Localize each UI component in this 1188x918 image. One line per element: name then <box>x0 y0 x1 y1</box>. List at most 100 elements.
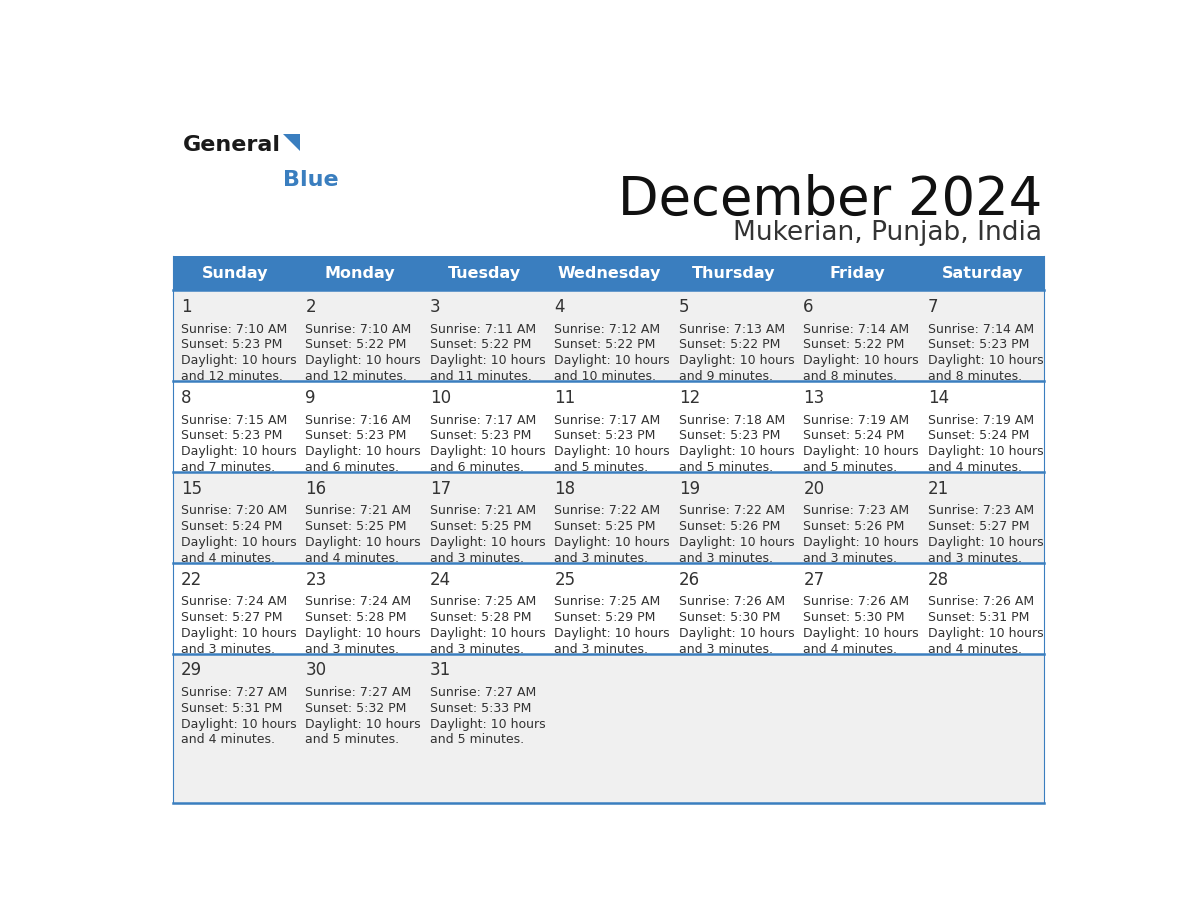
Text: and 3 minutes.: and 3 minutes. <box>555 643 649 655</box>
Text: General: General <box>183 135 282 155</box>
Text: Daylight: 10 hours: Daylight: 10 hours <box>181 718 297 731</box>
Text: and 3 minutes.: and 3 minutes. <box>678 643 773 655</box>
Text: Daylight: 10 hours: Daylight: 10 hours <box>305 445 421 458</box>
Text: Sunrise: 7:26 AM: Sunrise: 7:26 AM <box>678 595 785 609</box>
Text: Sunset: 5:25 PM: Sunset: 5:25 PM <box>430 521 531 533</box>
Text: and 11 minutes.: and 11 minutes. <box>430 370 532 383</box>
Text: Sunrise: 7:24 AM: Sunrise: 7:24 AM <box>181 595 287 609</box>
Text: 15: 15 <box>181 480 202 498</box>
Text: Daylight: 10 hours: Daylight: 10 hours <box>803 627 918 640</box>
Text: Sunrise: 7:26 AM: Sunrise: 7:26 AM <box>928 595 1034 609</box>
Text: 10: 10 <box>430 389 451 407</box>
Text: 1: 1 <box>181 298 191 316</box>
Text: Sunset: 5:25 PM: Sunset: 5:25 PM <box>305 521 407 533</box>
Text: and 5 minutes.: and 5 minutes. <box>430 733 524 746</box>
Text: Daylight: 10 hours: Daylight: 10 hours <box>678 354 795 367</box>
Text: 8: 8 <box>181 389 191 407</box>
Text: Saturday: Saturday <box>941 266 1023 281</box>
Text: and 5 minutes.: and 5 minutes. <box>305 733 399 746</box>
Text: and 6 minutes.: and 6 minutes. <box>305 461 399 474</box>
Text: Sunrise: 7:14 AM: Sunrise: 7:14 AM <box>928 323 1034 336</box>
Text: and 3 minutes.: and 3 minutes. <box>803 552 897 565</box>
Text: Sunrise: 7:10 AM: Sunrise: 7:10 AM <box>305 323 412 336</box>
Text: Sunrise: 7:13 AM: Sunrise: 7:13 AM <box>678 323 785 336</box>
Text: 26: 26 <box>678 571 700 588</box>
Text: and 3 minutes.: and 3 minutes. <box>430 643 524 655</box>
Text: Sunset: 5:27 PM: Sunset: 5:27 PM <box>181 611 283 624</box>
Text: 4: 4 <box>555 298 564 316</box>
Text: Daylight: 10 hours: Daylight: 10 hours <box>678 627 795 640</box>
Text: Daylight: 10 hours: Daylight: 10 hours <box>678 445 795 458</box>
Text: and 3 minutes.: and 3 minutes. <box>928 552 1022 565</box>
Text: Sunrise: 7:21 AM: Sunrise: 7:21 AM <box>305 504 411 518</box>
Text: 27: 27 <box>803 571 824 588</box>
Text: Daylight: 10 hours: Daylight: 10 hours <box>430 627 545 640</box>
Text: Sunset: 5:22 PM: Sunset: 5:22 PM <box>430 339 531 352</box>
Text: Sunrise: 7:27 AM: Sunrise: 7:27 AM <box>181 686 287 700</box>
Text: 31: 31 <box>430 662 451 679</box>
Text: and 5 minutes.: and 5 minutes. <box>803 461 897 474</box>
Text: Thursday: Thursday <box>691 266 775 281</box>
Text: Sunset: 5:23 PM: Sunset: 5:23 PM <box>181 430 283 442</box>
Text: 2: 2 <box>305 298 316 316</box>
Text: Sunset: 5:28 PM: Sunset: 5:28 PM <box>430 611 531 624</box>
Text: Sunrise: 7:25 AM: Sunrise: 7:25 AM <box>430 595 536 609</box>
Text: and 7 minutes.: and 7 minutes. <box>181 461 276 474</box>
Text: 7: 7 <box>928 298 939 316</box>
Text: Sunrise: 7:23 AM: Sunrise: 7:23 AM <box>928 504 1034 518</box>
Text: 20: 20 <box>803 480 824 498</box>
Text: Sunrise: 7:26 AM: Sunrise: 7:26 AM <box>803 595 909 609</box>
Text: Sunrise: 7:11 AM: Sunrise: 7:11 AM <box>430 323 536 336</box>
Text: and 4 minutes.: and 4 minutes. <box>928 461 1022 474</box>
Text: 6: 6 <box>803 298 814 316</box>
Text: Sunset: 5:23 PM: Sunset: 5:23 PM <box>430 430 531 442</box>
Text: and 8 minutes.: and 8 minutes. <box>928 370 1022 383</box>
Text: Daylight: 10 hours: Daylight: 10 hours <box>430 718 545 731</box>
Text: Sunrise: 7:22 AM: Sunrise: 7:22 AM <box>555 504 661 518</box>
Bar <box>796 256 920 290</box>
Text: 3: 3 <box>430 298 441 316</box>
Text: Sunrise: 7:27 AM: Sunrise: 7:27 AM <box>430 686 536 700</box>
Text: and 5 minutes.: and 5 minutes. <box>555 461 649 474</box>
Bar <box>173 256 298 290</box>
Text: Sunset: 5:33 PM: Sunset: 5:33 PM <box>430 702 531 715</box>
Text: Daylight: 10 hours: Daylight: 10 hours <box>555 445 670 458</box>
Text: and 9 minutes.: and 9 minutes. <box>678 370 773 383</box>
Text: Sunset: 5:22 PM: Sunset: 5:22 PM <box>305 339 406 352</box>
Bar <box>173 654 1044 803</box>
Text: Sunset: 5:32 PM: Sunset: 5:32 PM <box>305 702 406 715</box>
Text: Sunrise: 7:10 AM: Sunrise: 7:10 AM <box>181 323 287 336</box>
Text: Sunset: 5:28 PM: Sunset: 5:28 PM <box>305 611 407 624</box>
Text: and 3 minutes.: and 3 minutes. <box>181 643 276 655</box>
Text: Sunset: 5:30 PM: Sunset: 5:30 PM <box>678 611 781 624</box>
Text: Daylight: 10 hours: Daylight: 10 hours <box>305 354 421 367</box>
Text: and 12 minutes.: and 12 minutes. <box>181 370 283 383</box>
Text: Sunset: 5:23 PM: Sunset: 5:23 PM <box>678 430 781 442</box>
Text: 14: 14 <box>928 389 949 407</box>
Text: Sunset: 5:23 PM: Sunset: 5:23 PM <box>181 339 283 352</box>
Text: and 4 minutes.: and 4 minutes. <box>928 643 1022 655</box>
Bar <box>422 256 546 290</box>
Text: Tuesday: Tuesday <box>448 266 522 281</box>
Text: Daylight: 10 hours: Daylight: 10 hours <box>555 536 670 549</box>
Text: Sunset: 5:22 PM: Sunset: 5:22 PM <box>555 339 656 352</box>
Bar <box>173 290 1044 381</box>
Text: and 8 minutes.: and 8 minutes. <box>803 370 897 383</box>
Text: Daylight: 10 hours: Daylight: 10 hours <box>928 627 1043 640</box>
Text: Sunrise: 7:15 AM: Sunrise: 7:15 AM <box>181 413 287 427</box>
Bar <box>173 563 1044 654</box>
Text: and 3 minutes.: and 3 minutes. <box>430 552 524 565</box>
Text: 9: 9 <box>305 389 316 407</box>
Text: 13: 13 <box>803 389 824 407</box>
Text: 23: 23 <box>305 571 327 588</box>
Bar <box>920 256 1044 290</box>
Bar <box>546 256 671 290</box>
Text: and 4 minutes.: and 4 minutes. <box>803 643 897 655</box>
Text: Daylight: 10 hours: Daylight: 10 hours <box>678 536 795 549</box>
Bar <box>671 256 796 290</box>
Text: 25: 25 <box>555 571 575 588</box>
Text: Sunrise: 7:16 AM: Sunrise: 7:16 AM <box>305 413 411 427</box>
Text: Sunset: 5:31 PM: Sunset: 5:31 PM <box>181 702 283 715</box>
Text: Sunrise: 7:18 AM: Sunrise: 7:18 AM <box>678 413 785 427</box>
Text: Sunset: 5:26 PM: Sunset: 5:26 PM <box>678 521 781 533</box>
